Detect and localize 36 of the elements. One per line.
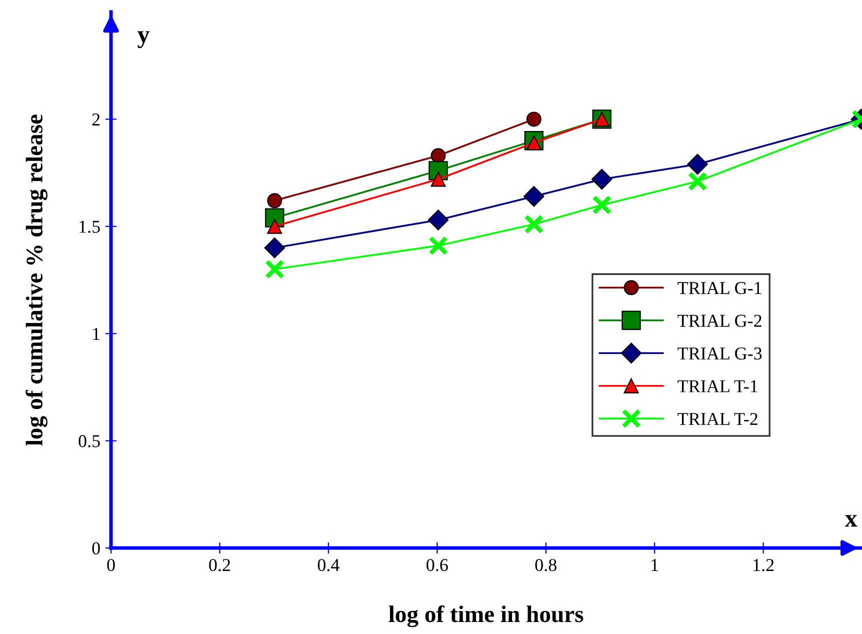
point	[592, 195, 612, 215]
legend-label: TRIAL G-2	[678, 314, 762, 327]
point	[526, 112, 542, 127]
x-tick-label: 0.4	[318, 558, 340, 572]
y-axis-title: log of cumulative % drug release	[26, 114, 48, 446]
legend-label: TRIAL T-2	[678, 412, 758, 425]
point	[428, 210, 449, 230]
point	[264, 237, 285, 258]
point	[524, 186, 544, 207]
point	[591, 168, 612, 190]
x-tick-label: 0.8	[535, 558, 556, 572]
y-tick-label: 2	[92, 114, 100, 126]
point	[687, 154, 708, 175]
x-tick-label: 0.2	[209, 558, 230, 572]
y-tick-label: 0.5	[78, 435, 100, 448]
point	[430, 148, 446, 164]
point	[688, 172, 708, 192]
y-tick-label: 0	[92, 542, 100, 554]
x-axis-title: log of time in hours	[388, 605, 584, 628]
x-tick-label: 0	[107, 558, 115, 572]
x-tick-label: 1.2	[754, 558, 774, 572]
point	[267, 218, 282, 234]
legend-label: TRIAL G-3	[678, 347, 762, 360]
annotation: x	[844, 515, 858, 527]
legend-label: TRIAL T-1	[678, 380, 758, 392]
point	[264, 260, 284, 280]
legend-label: TRIAL G-1	[678, 282, 762, 294]
point	[524, 214, 544, 234]
point	[430, 172, 446, 187]
x-tick-label: 0.6	[426, 558, 448, 572]
point	[428, 236, 448, 256]
x-tick-label: 1	[652, 559, 658, 571]
y-tick-label: 1	[93, 328, 100, 340]
y-tick-label: 1.5	[80, 220, 100, 233]
point	[267, 193, 282, 208]
annotation: y	[138, 31, 150, 48]
